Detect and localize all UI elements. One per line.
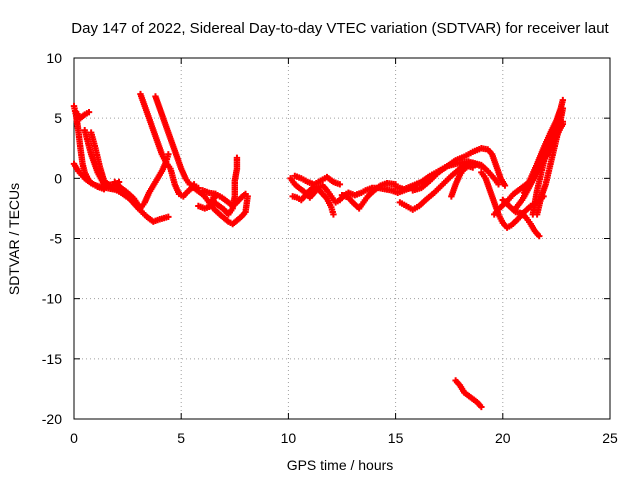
y-tick-label: 5 (54, 110, 62, 126)
data-point-marker (536, 232, 543, 240)
series-s22 (452, 377, 485, 411)
data-point-marker (330, 211, 337, 218)
series-s2 (70, 160, 108, 193)
data-point-marker (165, 213, 172, 221)
data-point-marker (85, 108, 93, 116)
x-tick-label: 5 (177, 430, 185, 446)
data-point-marker (559, 105, 567, 112)
series-s7 (137, 90, 198, 200)
x-tick-labels: 0 5 10 15 20 25 (70, 430, 618, 446)
series-s15 (291, 172, 344, 188)
data-point-marker (336, 181, 344, 188)
data-point-marker (242, 190, 249, 198)
y-axis-label: SDTVAR / TECUs (6, 183, 22, 295)
series-s30 (512, 108, 564, 212)
data-point-marker (478, 163, 485, 170)
data-point-marker (469, 164, 476, 171)
series-s12 (208, 154, 241, 218)
x-tick-label: 10 (281, 430, 297, 446)
series-s9 (190, 184, 251, 228)
series-s6 (111, 151, 172, 212)
series-s3 (72, 108, 93, 122)
data-point-marker (501, 182, 509, 189)
data-point-marker (559, 96, 567, 104)
x-tick-label: 0 (70, 430, 78, 446)
series-s21 (448, 163, 476, 200)
y-tick-labels: 10 5 0 -5 -10 -15 -20 (42, 50, 62, 427)
data-point-marker (478, 403, 485, 411)
data-point-marker (495, 181, 502, 188)
series-s20 (409, 158, 485, 194)
series-s17 (338, 179, 399, 212)
data-point-marker (165, 151, 172, 158)
y-tick-label: -20 (42, 411, 62, 427)
y-tick-label: -5 (50, 231, 63, 247)
grid (74, 58, 610, 419)
y-tick-label: 0 (54, 170, 62, 186)
chart-title: Day 147 of 2022, Sidereal Day-to-day VTE… (71, 20, 609, 37)
plot-frame (73, 57, 611, 420)
x-tick-label: 20 (495, 430, 511, 446)
series-s5 (87, 129, 123, 189)
data-points (70, 90, 567, 411)
data-point-marker (233, 154, 241, 162)
x-axis-label: GPS time / hours (287, 457, 394, 473)
y-tick-label: 10 (46, 50, 62, 66)
y-tick-label: -10 (42, 291, 62, 307)
y-tick-label: -15 (42, 351, 62, 367)
data-point-marker (557, 108, 564, 116)
x-tick-label: 25 (602, 430, 618, 446)
x-tick-label: 15 (388, 430, 404, 446)
